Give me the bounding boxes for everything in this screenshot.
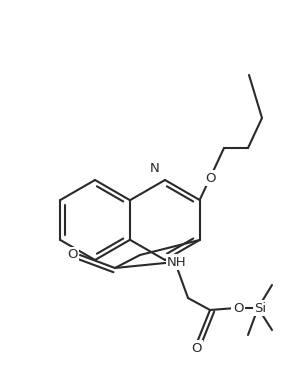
Text: O: O [205, 171, 215, 184]
Text: O: O [233, 302, 243, 315]
Text: NH: NH [167, 256, 187, 269]
Text: N: N [150, 161, 160, 174]
Text: O: O [191, 341, 201, 355]
Text: Si: Si [254, 302, 266, 315]
Text: O: O [67, 249, 77, 262]
